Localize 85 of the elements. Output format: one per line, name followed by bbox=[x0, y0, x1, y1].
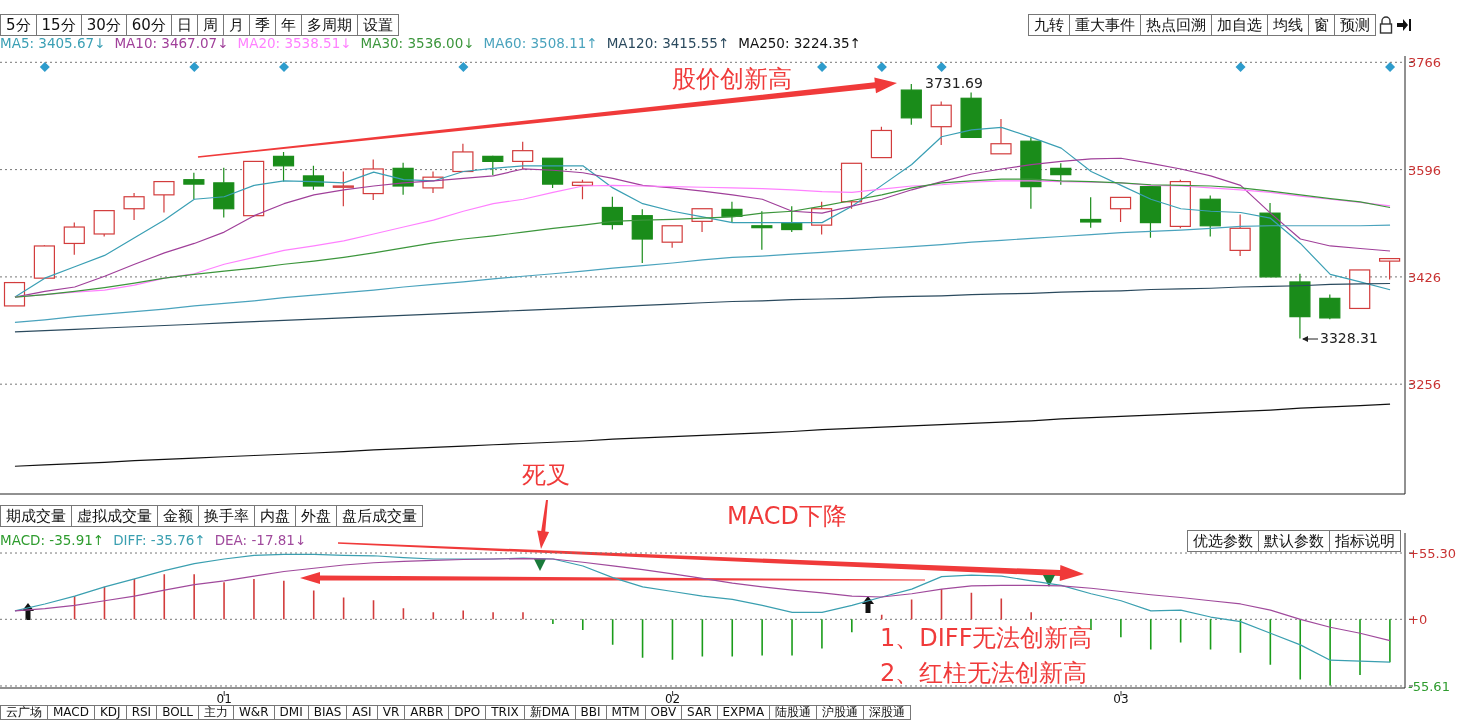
text: 外盘 bbox=[295, 505, 337, 527]
text: 60分 bbox=[125, 14, 172, 36]
text: 加自选 bbox=[1211, 14, 1268, 36]
text: 期成交量 bbox=[0, 505, 72, 527]
text: DPO bbox=[448, 705, 487, 720]
series-label: DIFF: -35.76↑ bbox=[113, 532, 206, 548]
text: 年 bbox=[274, 14, 302, 36]
y-tick-label: +0 bbox=[1408, 612, 1428, 628]
text: 多周期 bbox=[300, 14, 358, 36]
text: 金额 bbox=[157, 505, 199, 527]
text: W&R bbox=[232, 705, 275, 720]
text: KDJ bbox=[93, 705, 127, 720]
x-tick-label: 02 bbox=[664, 692, 681, 706]
y-tick-label: -55.61 bbox=[1408, 678, 1450, 694]
text: ASI bbox=[346, 705, 378, 720]
text: EXPMA bbox=[716, 705, 771, 720]
text: 热点回溯 bbox=[1140, 14, 1212, 36]
annotation: 优选参数 bbox=[1187, 530, 1259, 552]
y-tick-label: 3426 bbox=[1408, 269, 1442, 285]
text: 窗 bbox=[1308, 14, 1335, 36]
annotation: 1、DIFF无法创新高 bbox=[880, 623, 1093, 654]
y-tick-label: 3256 bbox=[1408, 377, 1442, 393]
text: MA5: 3405.67↓ bbox=[0, 35, 106, 51]
text: BIAS bbox=[307, 705, 348, 720]
text: BOLL bbox=[156, 705, 199, 720]
text: SAR bbox=[681, 705, 718, 720]
line-series bbox=[14, 224, 1391, 323]
annotation: 默认参数 bbox=[1258, 530, 1330, 552]
text: 云广场 bbox=[0, 705, 48, 720]
text: 预测 bbox=[1334, 14, 1376, 36]
annotation: 死叉 bbox=[522, 460, 570, 491]
text: 盘后成交量 bbox=[336, 505, 423, 527]
text: RSI bbox=[125, 705, 158, 720]
text: ARBR bbox=[404, 705, 450, 720]
annotation: 3731.69 bbox=[925, 75, 983, 91]
text: 深股通 bbox=[863, 705, 912, 720]
candlestick bbox=[123, 192, 145, 221]
text: MA20: 3538.51↓ bbox=[237, 35, 352, 51]
annotation: 2、红柱无法创新高 bbox=[880, 658, 1088, 689]
text: 日 bbox=[170, 14, 198, 36]
text: 设置 bbox=[356, 14, 399, 36]
candlestick bbox=[721, 201, 743, 224]
text: DMI bbox=[273, 705, 309, 720]
text: VR bbox=[376, 705, 406, 720]
text: MACD bbox=[47, 705, 95, 720]
text: 虚拟成交量 bbox=[71, 505, 158, 527]
text: MA30: 3536.00↓ bbox=[360, 35, 475, 51]
text: 均线 bbox=[1267, 14, 1309, 36]
series-label: DEA: -17.81↓ bbox=[214, 532, 307, 548]
text: MACD下降 bbox=[727, 501, 847, 532]
text: 重大事件 bbox=[1069, 14, 1141, 36]
text: 主力 bbox=[197, 705, 234, 720]
annotation: 3328.31 bbox=[1320, 330, 1378, 346]
text: 换手率 bbox=[198, 505, 255, 527]
text: 15分 bbox=[35, 14, 82, 36]
annotation: 指标说明 bbox=[1329, 530, 1401, 552]
text: OBV bbox=[644, 705, 683, 720]
text: 沪股通 bbox=[816, 705, 865, 720]
text: MTM bbox=[605, 705, 646, 720]
text: MA250: 3224.35↑ bbox=[738, 35, 861, 51]
line-series bbox=[14, 282, 1391, 333]
text: 周 bbox=[196, 14, 224, 36]
text: BBI bbox=[574, 705, 607, 720]
text: MA120: 3415.55↑ bbox=[606, 35, 730, 51]
text: 5分 bbox=[0, 14, 37, 36]
text: 陆股通 bbox=[769, 705, 818, 720]
text: MA60: 3508.11↑ bbox=[483, 35, 598, 51]
text: MACD: -35.91↑ bbox=[0, 532, 105, 548]
text: 月 bbox=[222, 14, 250, 36]
line-series bbox=[14, 126, 1391, 298]
candlestick bbox=[183, 172, 205, 200]
y-tick-label: +55.30 bbox=[1408, 546, 1457, 562]
text: MA10: 3467.07↓ bbox=[114, 35, 229, 51]
annotation: 股价创新高 bbox=[672, 64, 792, 95]
text: 30分 bbox=[80, 14, 127, 36]
text: 内盘 bbox=[254, 505, 296, 527]
text: 季 bbox=[248, 14, 276, 36]
y-tick-label: 3766 bbox=[1408, 55, 1442, 71]
x-tick-label: 01 bbox=[216, 692, 232, 706]
text: 九转 bbox=[1028, 14, 1070, 36]
text: 新DMA bbox=[523, 705, 576, 720]
x-tick-label: 03 bbox=[1113, 692, 1129, 706]
y-tick-label: 3596 bbox=[1408, 162, 1442, 178]
text: TRIX bbox=[485, 705, 525, 720]
candlestick bbox=[1229, 213, 1251, 257]
